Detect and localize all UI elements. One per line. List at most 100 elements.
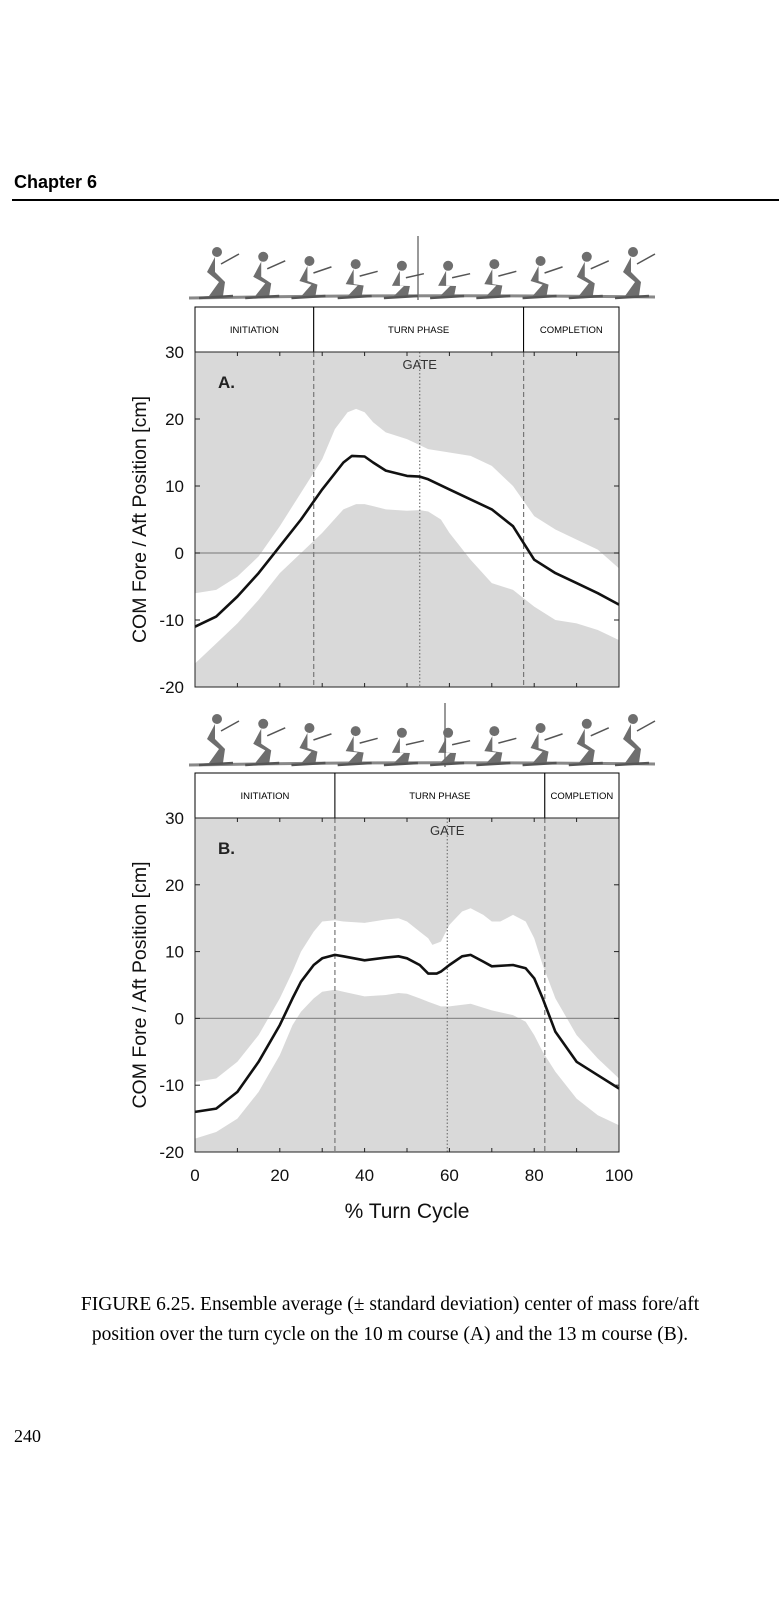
- skier-head: [535, 722, 546, 733]
- x-tick-label: 80: [525, 1166, 544, 1185]
- skier-body: [253, 728, 272, 763]
- skier-head: [489, 726, 500, 737]
- mean-line: [194, 454, 620, 628]
- figure-caption: FIGURE 6.25. Ensemble average (± standar…: [20, 1290, 760, 1350]
- caption-line-1: FIGURE 6.25. Ensemble average (± standar…: [80, 1294, 700, 1315]
- ski: [614, 294, 650, 300]
- skier-silhouette-icon: [337, 259, 378, 300]
- y-tick-label: -10: [159, 611, 184, 630]
- skier-sequence-strip: [188, 703, 656, 767]
- skier-silhouette-icon: [383, 727, 425, 767]
- phase-label: INITIATION: [230, 325, 279, 336]
- ski: [291, 294, 326, 300]
- skier-silhouette-icon: [476, 726, 517, 767]
- x-tick-label: 40: [355, 1166, 374, 1185]
- y-tick-label: 30: [165, 809, 184, 828]
- skier-head: [350, 726, 361, 737]
- panel-label: B.: [218, 839, 235, 858]
- ski-pole: [544, 266, 563, 274]
- skier-silhouette-icon: [430, 260, 471, 300]
- ski-pole: [313, 733, 332, 741]
- plot-area-background: [195, 352, 619, 687]
- ski: [476, 761, 511, 767]
- phase-header-box: [523, 306, 620, 353]
- ski-pole: [405, 272, 425, 279]
- skier-body: [623, 724, 641, 763]
- skier-silhouette-icon: [568, 718, 610, 767]
- y-tick-label: 30: [165, 343, 184, 362]
- skier-body: [623, 257, 641, 296]
- ski: [430, 294, 465, 300]
- ski: [614, 761, 650, 767]
- skier-silhouette-icon: [476, 259, 517, 300]
- skier-body: [207, 724, 225, 763]
- ski: [522, 294, 557, 300]
- skier-sequence-strip: [188, 236, 656, 300]
- gate-label: GATE: [403, 357, 438, 372]
- y-tick-label: 0: [175, 544, 184, 563]
- skier-silhouette-icon: [614, 247, 656, 300]
- x-tick-label: 0: [190, 1166, 199, 1185]
- skier-head: [212, 247, 222, 257]
- skier-body: [576, 728, 595, 763]
- skier-body: [530, 265, 549, 296]
- skier-silhouette-icon: [291, 255, 332, 300]
- caption-line-2: position over the turn cycle on the 10 m…: [91, 1324, 689, 1345]
- ski-pole: [359, 270, 378, 277]
- ski: [198, 294, 234, 300]
- skier-head: [396, 727, 407, 738]
- skier-silhouette-icon: [430, 727, 471, 767]
- skier-silhouette-icon: [198, 714, 240, 767]
- skier-head: [258, 251, 269, 262]
- skier-body: [345, 269, 364, 296]
- sd-band: [195, 408, 619, 664]
- ski-pole: [498, 737, 517, 744]
- ski: [568, 294, 603, 300]
- ski-pole: [220, 720, 240, 732]
- x-axis-label: % Turn Cycle: [345, 1200, 470, 1223]
- ski: [245, 294, 280, 300]
- phase-label: COMPLETION: [540, 325, 603, 336]
- ski-pole: [266, 727, 286, 737]
- phase-label: INITIATION: [241, 791, 290, 802]
- skier-body: [576, 261, 595, 296]
- skier-head: [304, 722, 315, 733]
- x-tick-label: 60: [440, 1166, 459, 1185]
- skier-silhouette-icon: [383, 260, 425, 300]
- y-tick-label: -20: [159, 678, 184, 697]
- skier-body: [391, 270, 410, 296]
- y-axis-label: COM Fore / Aft Position [cm]: [129, 861, 151, 1108]
- mean-line: [194, 953, 620, 1114]
- skier-silhouette-icon: [522, 722, 563, 767]
- ski-pole: [359, 737, 378, 744]
- y-tick-label: 20: [165, 410, 184, 429]
- y-tick-label: 0: [175, 1009, 184, 1028]
- x-tick-label: 100: [605, 1166, 633, 1185]
- skier-head: [304, 255, 315, 266]
- ski-pole: [544, 733, 563, 741]
- ski: [198, 761, 234, 767]
- ski: [337, 294, 372, 300]
- x-tick-label: 20: [270, 1166, 289, 1185]
- ski: [522, 761, 557, 767]
- ski-pole: [451, 739, 471, 746]
- skier-body: [253, 261, 272, 296]
- skier-body: [299, 732, 318, 763]
- phase-header-box: [194, 772, 336, 819]
- ski: [383, 294, 418, 300]
- ski-pole: [266, 260, 286, 270]
- skier-head: [535, 255, 546, 266]
- skier-body: [438, 737, 457, 763]
- phase-label: TURN PHASE: [409, 791, 470, 802]
- skier-body: [484, 269, 503, 296]
- ski-pole: [590, 727, 610, 737]
- phase-label: COMPLETION: [550, 791, 613, 802]
- page-number: 240: [14, 1426, 41, 1446]
- y-tick-label: -10: [159, 1076, 184, 1095]
- ski: [568, 761, 603, 767]
- skier-silhouette-icon: [614, 714, 656, 767]
- phase-header-box: [313, 306, 525, 353]
- skier-silhouette-icon: [245, 251, 286, 300]
- skier-silhouette-icon: [291, 722, 332, 767]
- ski: [337, 761, 372, 767]
